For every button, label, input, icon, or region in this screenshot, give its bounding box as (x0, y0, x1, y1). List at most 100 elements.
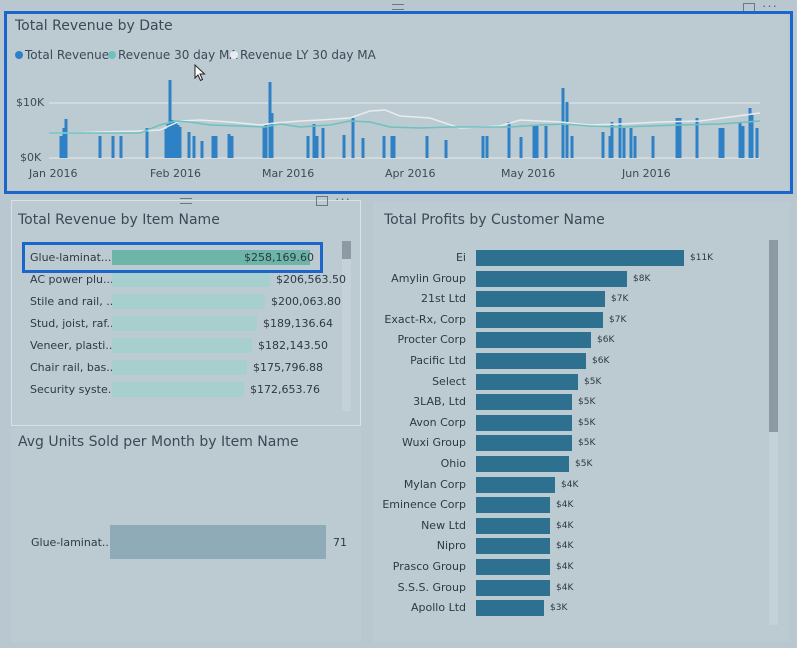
revenue-bar (166, 124, 170, 158)
revenue-bar (425, 136, 429, 158)
item-row-bar[interactable] (112, 294, 265, 309)
item-row-value: $189,136.64 (263, 317, 333, 330)
item-row-bar[interactable] (112, 250, 310, 265)
customer-row-bar[interactable] (476, 579, 550, 596)
x-tick-jan: Jan 2016 (29, 167, 78, 180)
revenue-bar (570, 136, 574, 158)
customer-row-value: $4K (556, 582, 574, 593)
revenue-bar (519, 137, 523, 158)
x-tick-apr: Apr 2016 (385, 167, 436, 180)
y-tick-0k: $0K (20, 151, 42, 164)
customer-row-label: Prasco Group (392, 560, 466, 573)
customer-row-bar[interactable] (476, 517, 550, 534)
revenue-bar (755, 128, 759, 158)
customer-row-bar[interactable] (476, 250, 684, 266)
item-row-value: $258,169.60 (244, 251, 314, 264)
revenue-bar (633, 136, 637, 158)
customer-row-bar[interactable] (476, 559, 550, 575)
revenue-bar (675, 118, 679, 158)
revenue-by-date-plot[interactable] (0, 0, 797, 200)
customer-row-value: $5K (578, 438, 596, 449)
revenue-bar (168, 80, 172, 158)
customer-row-value: $5K (575, 459, 593, 469)
legend-revenue-ly-30-day-ma[interactable]: Revenue LY 30 day MA (230, 48, 376, 62)
revenue-bar (264, 125, 268, 158)
customer-row-label: Apollo Ltd (411, 601, 466, 615)
item-row-bar[interactable] (112, 382, 244, 397)
scrollbar-track[interactable] (342, 241, 351, 411)
drag-handle-icon[interactable] (392, 4, 404, 10)
scrollbar-track[interactable] (769, 240, 778, 625)
scrollbar-thumb[interactable] (342, 241, 351, 259)
revenue-bar (351, 118, 355, 158)
customer-row-label: Eminence Corp (382, 498, 466, 512)
drag-handle-icon[interactable] (180, 198, 192, 204)
revenue-bar (268, 82, 272, 158)
customer-row-value: $7K (611, 294, 629, 305)
focus-mode-icon[interactable] (316, 196, 328, 206)
avg-units-bar[interactable] (110, 525, 326, 559)
customer-row-bar[interactable] (476, 311, 603, 328)
revenue-bar (748, 108, 752, 158)
customer-row-bar[interactable] (476, 600, 544, 617)
customer-row-label: Select (432, 374, 466, 388)
revenue-bar (176, 125, 180, 158)
customer-row-label: Ei (455, 251, 466, 264)
customer-row-bar[interactable] (476, 538, 550, 555)
revenue-bar (200, 141, 204, 158)
revenue-bar (651, 136, 655, 158)
revenue-by-date-title: Total Revenue by Date (15, 18, 173, 34)
customer-row-label: Pacific Ltd (410, 354, 466, 367)
item-row-bar[interactable] (112, 338, 252, 353)
revenue-ly-30-day-ma-line (49, 109, 761, 134)
customer-row-bar[interactable] (476, 456, 569, 472)
customer-row-bar[interactable] (476, 476, 555, 493)
customer-row-value: $3K (550, 603, 568, 614)
customer-row-bar[interactable] (476, 435, 572, 452)
customer-row-bar[interactable] (476, 291, 605, 308)
customer-row-bar[interactable] (476, 270, 627, 287)
customer-row-bar[interactable] (476, 373, 578, 390)
revenue-bar (622, 128, 626, 158)
revenue-bar (227, 134, 231, 158)
avg-units-value: 71 (333, 536, 347, 549)
profits-by-customer-title: Total Profits by Customer Name (384, 212, 605, 228)
x-tick-feb: Feb 2016 (150, 167, 201, 180)
revenue-by-date-visual[interactable] (8, 10, 788, 190)
revenue-bar (618, 118, 622, 158)
customer-row-value: $5K (584, 376, 602, 387)
revenue-bar (174, 123, 178, 158)
customer-row-value: $5K (578, 417, 596, 428)
customer-row-bar[interactable] (476, 497, 550, 514)
customer-row-bar[interactable] (476, 353, 586, 369)
customer-row-value: $5K (578, 397, 596, 408)
customer-row-bar[interactable] (476, 332, 591, 349)
customer-row-bar[interactable] (476, 394, 572, 411)
customer-row-label: Procter Corp (397, 333, 466, 347)
revenue-bar (544, 126, 548, 158)
item-row-bar[interactable] (112, 272, 270, 287)
revenue-bar (64, 119, 68, 158)
revenue-bar (718, 128, 722, 158)
customer-row-value: $11K (690, 253, 714, 263)
revenue-bar (178, 127, 182, 158)
legend-total-revenue[interactable]: Total Revenue (15, 48, 109, 62)
customer-row-label: 3LAB, Ltd (413, 395, 466, 409)
more-options-icon[interactable]: ··· (762, 0, 778, 13)
item-row-label: Security syste... (30, 383, 119, 396)
more-options-icon[interactable]: ··· (335, 191, 351, 206)
revenue-bar (678, 118, 682, 158)
customer-row-label: Wuxi Group (401, 436, 466, 450)
scrollbar-thumb[interactable] (769, 240, 778, 432)
revenue-bar (59, 136, 63, 158)
legend-revenue-30-day-ma[interactable]: Revenue 30 day MA (108, 48, 238, 62)
customer-row-label: New Ltd (421, 518, 466, 532)
revenue-bar (170, 120, 174, 158)
item-row-bar[interactable] (112, 360, 247, 375)
customer-row-bar[interactable] (476, 414, 572, 431)
item-row-bar[interactable] (112, 316, 257, 331)
avg-units-row-label: Glue-laminat... (31, 536, 113, 549)
revenue-bar (321, 128, 325, 158)
revenue-bar (270, 113, 274, 158)
customer-row-value: $8K (633, 273, 651, 284)
